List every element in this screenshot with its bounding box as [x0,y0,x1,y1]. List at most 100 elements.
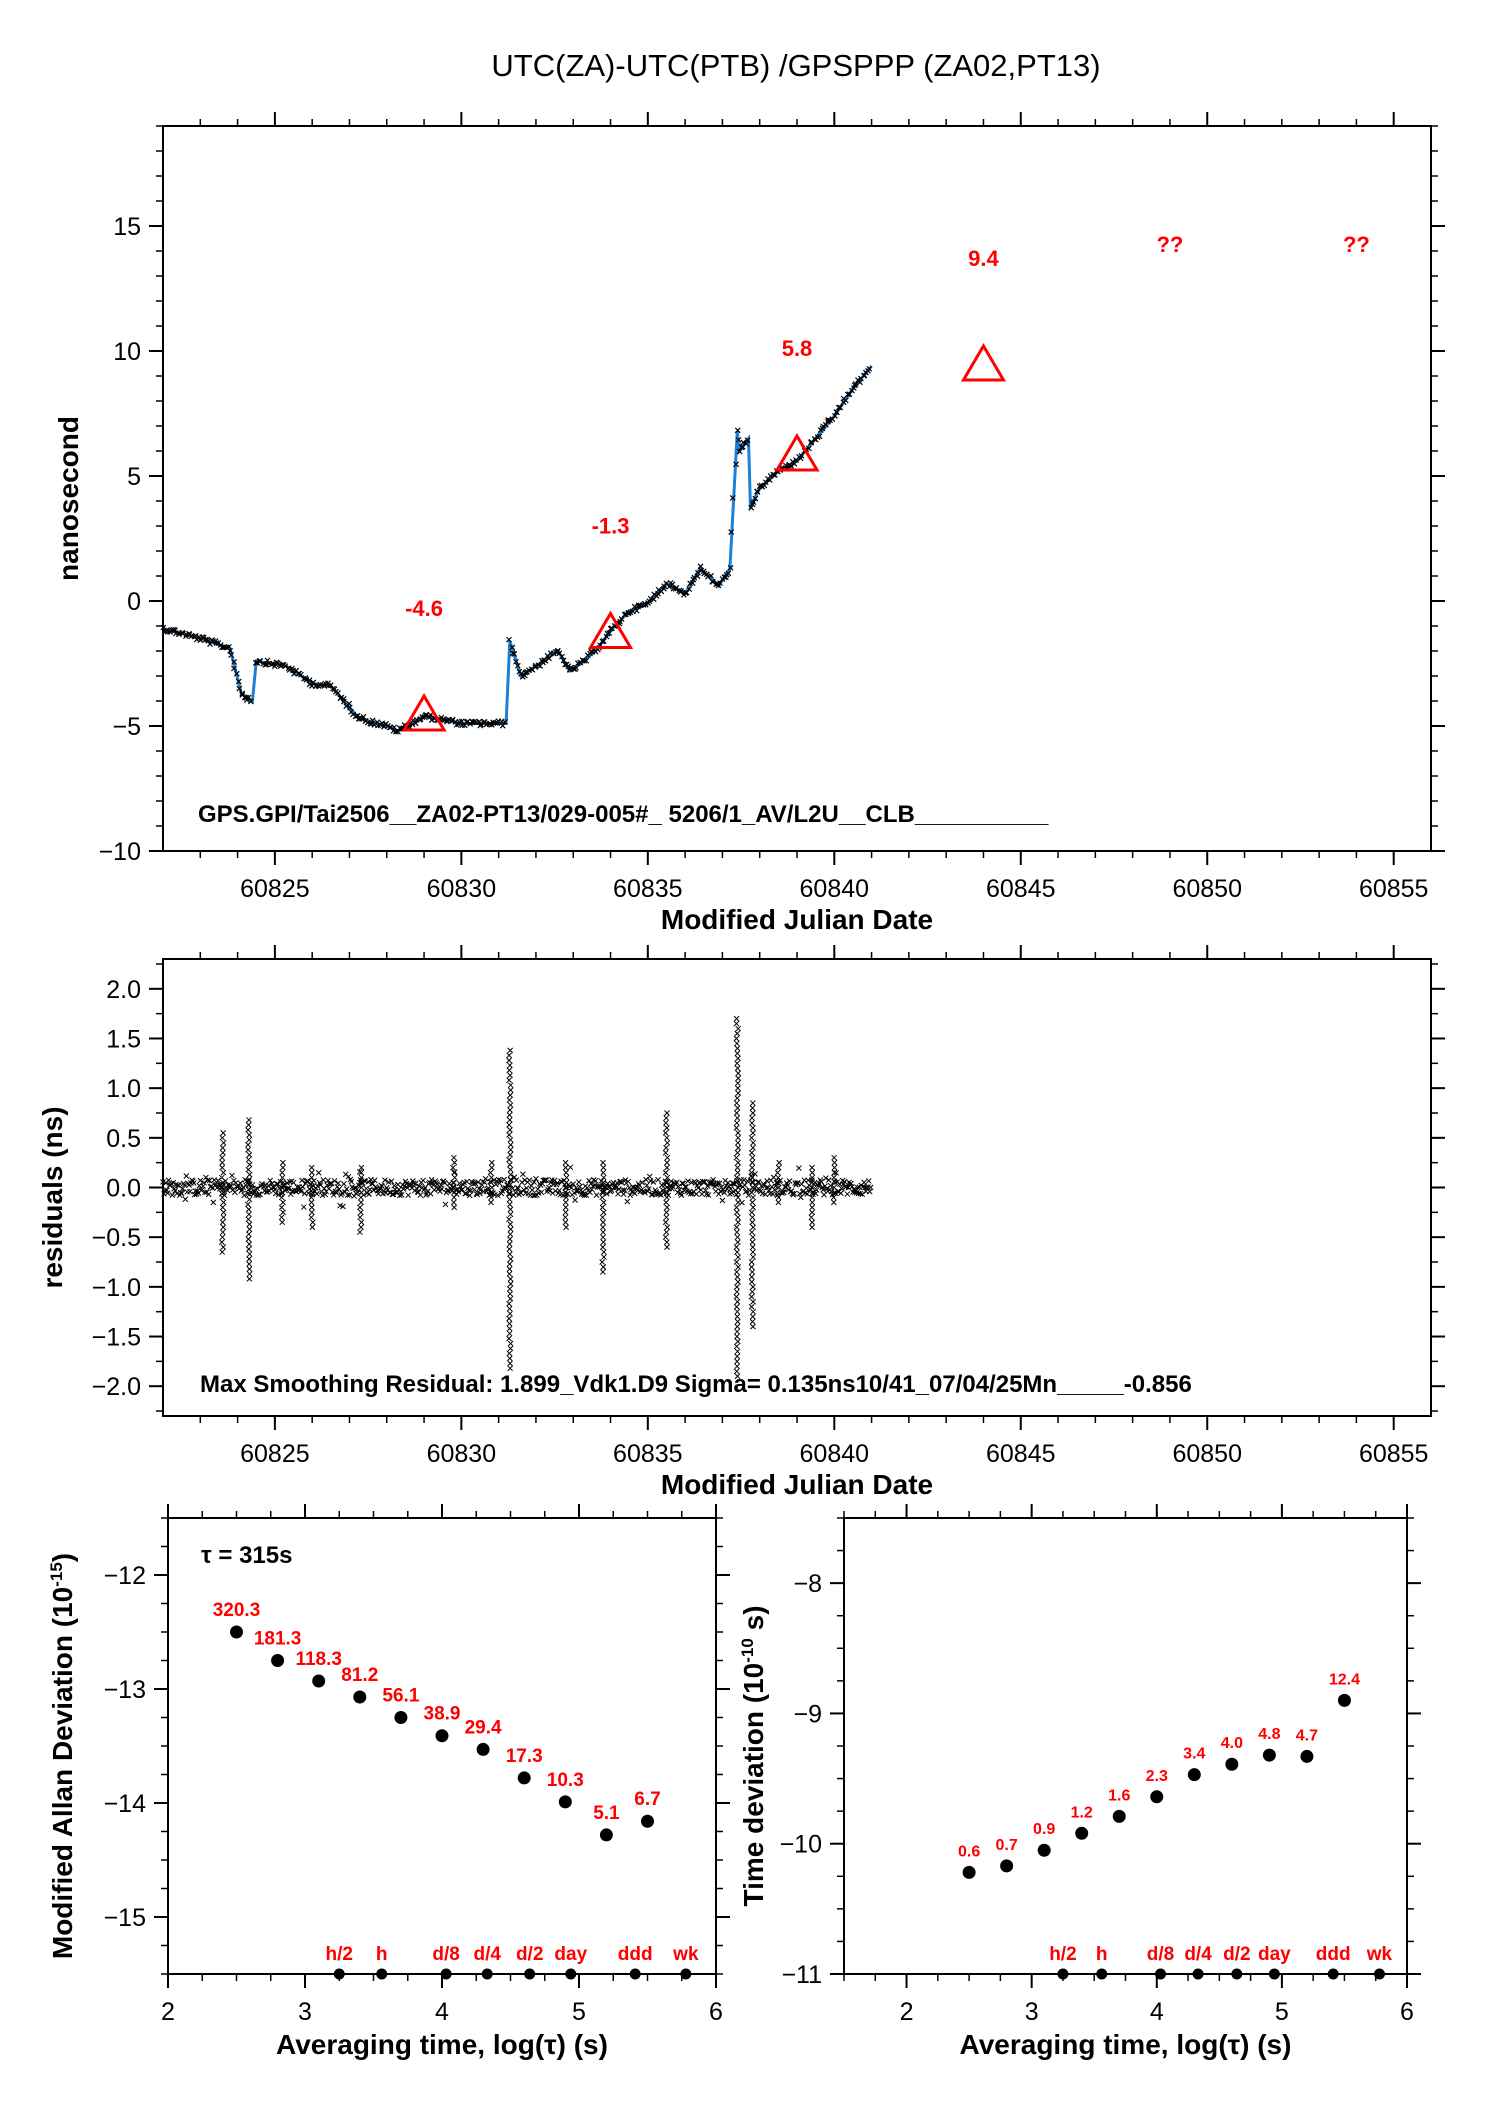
residual-point [507,1136,514,1143]
residual-point [734,1274,741,1280]
residual-point [506,1271,513,1277]
residual-point [796,1190,803,1197]
x-tick-label: 60850 [1172,1440,1242,1468]
offset-plot-frame [162,125,1432,852]
residual-point [734,1318,741,1325]
triangle-label: 9.4 [968,246,999,271]
residual-point [358,1219,365,1226]
residual-point [733,1368,740,1375]
residual-point [741,1177,747,1183]
residual-point [734,1358,740,1365]
residual-point [735,1090,742,1096]
residual-point [246,1271,253,1277]
residual-point [481,1179,488,1186]
point-label: 17.3 [506,1746,543,1767]
y-tick-label: −10 [99,838,141,866]
residual-point [321,1185,328,1192]
residual-point [662,1234,669,1241]
residual-point [728,1190,735,1196]
residual-point [410,1180,417,1187]
data-point [236,685,243,692]
residual-point [506,1330,513,1337]
data-point [832,413,838,419]
residual-point [662,1169,669,1176]
residual-point [734,1313,741,1320]
data-point [395,728,401,735]
residual-point [704,1183,711,1189]
residual-point [507,1127,513,1133]
residual-point [599,1204,606,1211]
data-point [727,564,734,571]
residual-point [756,1187,763,1193]
tau-note: τ = 315s [201,1542,292,1569]
point-label: 6.7 [634,1789,660,1810]
residual-point [721,1189,728,1196]
residual-point [267,1177,274,1184]
deviation-point [1300,1749,1314,1763]
residual-point [405,1192,412,1199]
deviation-point [558,1795,572,1809]
residual-point [618,1179,625,1186]
residual-point [562,1214,569,1221]
residual-point [441,1179,448,1186]
residual-point [330,1192,337,1198]
residual-point [219,1134,226,1141]
residual-point [472,1180,479,1187]
residual-point [680,1180,687,1187]
residual-point [748,1134,755,1141]
data-point [509,644,516,651]
residual-point [664,1244,670,1250]
residual-point [734,1065,741,1072]
residual-point [775,1164,782,1171]
residual-point [340,1203,346,1210]
residual-point [563,1224,569,1231]
x-tick-label: 60835 [613,875,683,903]
residual-point [506,1196,513,1203]
interval-marker [629,1968,641,1980]
residual-point [286,1185,292,1192]
residual-point [809,1209,816,1216]
data-point [733,461,739,468]
residual-point [246,1241,253,1247]
y-tick-label: −0.5 [92,1224,141,1252]
interval-marker [1057,1968,1069,1980]
residual-point [279,1219,286,1226]
residual-point [475,1179,481,1185]
residual-point [592,1177,599,1184]
residual-point [844,1191,851,1197]
data-point [694,569,701,576]
residual-point [431,1187,438,1193]
interval-marker [1373,1968,1385,1980]
residual-point [562,1219,569,1226]
x-tick-label: 60835 [613,1440,683,1468]
residual-point [308,1174,315,1181]
triangle-label: -1.3 [592,514,630,539]
point-label: 81.2 [341,1665,378,1686]
data-point [499,722,506,729]
residual-point [538,1189,545,1196]
data-point [428,717,435,724]
residual-point [309,1189,316,1196]
x-axis-title: Modified Julian Date [661,904,933,935]
triangle-label: ?? [1343,232,1370,257]
data-point [213,640,220,646]
residual-point [308,1194,315,1201]
residual-point [600,1224,606,1231]
residual-point [735,1159,741,1166]
data-point [559,653,565,660]
residual-point [299,1184,306,1190]
residual-point [646,1173,653,1180]
residual-point [861,1179,867,1186]
data-point [340,698,347,705]
y-tick-label: −10 [780,1831,822,1859]
data-point [231,665,237,672]
residual-point [663,1229,670,1236]
residual-point [734,1229,740,1236]
interval-marker [1096,1968,1108,1980]
residual-point [749,1269,756,1275]
residual-point [507,1231,514,1238]
triangle-label: ?? [1156,232,1183,257]
y-tick-label: 0 [127,588,141,616]
x-tick-label: 3 [1025,1998,1039,2026]
residual-point [466,1192,473,1199]
